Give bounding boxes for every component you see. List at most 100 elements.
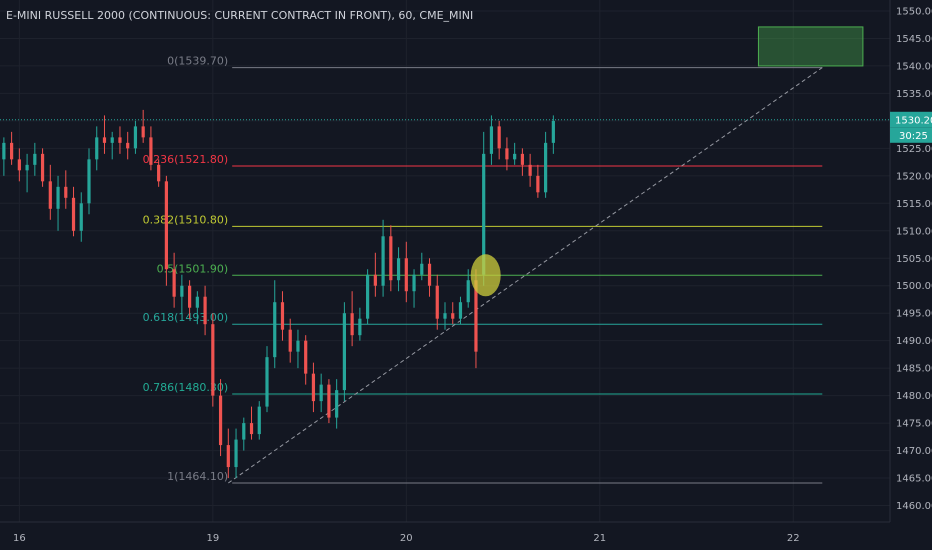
candle (381, 219, 385, 297)
fib-level-label: 0.618(1493.00) (143, 311, 229, 324)
candle-body (520, 153, 524, 165)
candle (520, 148, 524, 176)
candle (33, 142, 37, 176)
candle-body (544, 142, 548, 193)
candle-body (234, 439, 238, 468)
dashed-trend-line[interactable] (228, 67, 823, 484)
candle-body (211, 324, 215, 396)
candle (536, 164, 540, 198)
candle-body (443, 313, 447, 319)
candle-body (71, 197, 76, 231)
candle-body (64, 186, 68, 198)
candle-body (482, 153, 486, 275)
time-tick-label: 19 (206, 533, 219, 544)
fibonacci-retracement[interactable]: 0(1539.70) 0.236(1521.80) 0.382(1510.80) 0.… (143, 55, 823, 484)
fib-level-label: 0.382(1510.80) (143, 213, 229, 226)
candle-body (396, 258, 401, 281)
price-tick-label: 1510.00 (896, 226, 932, 237)
candle (311, 362, 316, 413)
candle-body (40, 153, 45, 182)
candle (102, 115, 107, 154)
candle-body (226, 445, 230, 468)
candle-body (466, 280, 470, 303)
price-tick-label: 1485.00 (896, 364, 932, 375)
candle (358, 307, 362, 341)
candle-body (420, 263, 424, 275)
time-tick-label: 22 (787, 533, 800, 544)
candle (211, 313, 215, 407)
candle-body (366, 274, 370, 319)
candle (420, 252, 424, 281)
candle (296, 329, 300, 369)
candle-body (335, 390, 339, 418)
price-tick-label: 1515.00 (896, 199, 932, 210)
candle (118, 126, 122, 154)
candle-body (195, 296, 199, 308)
candle-layer (2, 109, 555, 479)
price-tick-label: 1500.00 (896, 281, 932, 292)
candle (280, 291, 285, 341)
candle-body (79, 203, 83, 231)
candle-body (551, 120, 555, 143)
candle (257, 401, 261, 440)
candle-body (133, 126, 138, 149)
candle-body (350, 313, 354, 336)
candle-body (327, 384, 331, 418)
candle-body (319, 384, 323, 402)
candle-body (497, 126, 501, 149)
candle-body (404, 258, 408, 292)
candle-body (118, 137, 122, 143)
price-tick-label: 1480.00 (896, 391, 932, 402)
candle-body (257, 406, 261, 435)
candle-body (164, 181, 168, 270)
candle (404, 241, 408, 303)
candle (126, 131, 130, 160)
candle-body (33, 153, 37, 165)
time-tick-label: 21 (593, 533, 606, 544)
candle (218, 379, 223, 457)
price-tick-label: 1550.00 (896, 6, 932, 17)
candle-body (304, 340, 308, 374)
price-tick-label: 1475.00 (896, 419, 932, 430)
price-tick-label: 1545.00 (896, 34, 932, 45)
candle-body (17, 159, 21, 171)
candle (149, 126, 153, 171)
candle-body (273, 302, 277, 358)
candle-body (358, 318, 362, 336)
candle-body (110, 137, 114, 143)
current-price-label: 1530.20 (895, 115, 932, 126)
price-tick-label: 1470.00 (896, 446, 932, 457)
price-tick-label: 1520.00 (896, 171, 932, 182)
chart-title: E-MINI RUSSELL 2000 (CONTINUOUS: CURRENT… (6, 9, 473, 22)
trend-line-layer[interactable] (228, 67, 823, 484)
time-tick-label: 20 (400, 533, 413, 544)
candle (226, 428, 230, 479)
candle-body (10, 142, 14, 160)
candle-body (126, 142, 130, 149)
countdown-badge (890, 127, 932, 143)
candle (172, 252, 176, 308)
target-zone-box[interactable] (757, 26, 864, 67)
candle-body (149, 137, 153, 165)
candle (64, 170, 68, 209)
candle (17, 148, 21, 182)
candle-body (536, 175, 540, 193)
candle-body (412, 274, 416, 292)
highlight-ellipse[interactable] (470, 254, 501, 297)
candle-body (188, 285, 192, 308)
candle-body (25, 164, 29, 171)
candle-body (373, 274, 377, 286)
candle-body (87, 159, 91, 204)
candle (110, 131, 114, 160)
fib-level-label: 1(1464.10) (167, 470, 228, 483)
annotation-layer[interactable] (0, 26, 890, 297)
candle-body (157, 164, 161, 182)
candle (505, 137, 509, 171)
fib-level-label: 0.786(1480.30) (143, 381, 229, 394)
candle-body (342, 313, 346, 391)
candle-body (242, 423, 246, 440)
candle-body (528, 164, 532, 176)
candle (435, 274, 439, 330)
